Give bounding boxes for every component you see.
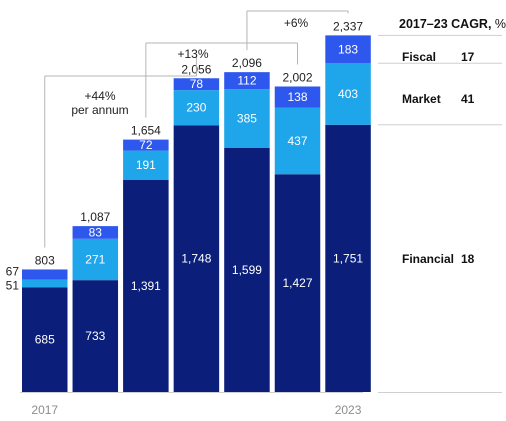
data-label-market-0: 51 xyxy=(6,279,20,293)
bar-fiscal-4 xyxy=(224,72,270,90)
data-label-financial-2: 1,391 xyxy=(131,279,161,293)
data-label-market-3: 230 xyxy=(186,101,206,115)
data-label-market-4: 385 xyxy=(237,112,257,126)
data-label-financial-6: 1,751 xyxy=(333,251,363,265)
data-label-fiscal-4: 112 xyxy=(237,74,256,88)
growth-annotation-0: +44% xyxy=(84,89,115,103)
data-label-fiscal-6: 183 xyxy=(338,42,358,56)
total-label-5: 2,002 xyxy=(282,70,312,84)
x-tick-label-6: 2023 xyxy=(335,403,362,417)
bar-financial-3 xyxy=(173,125,220,393)
data-label-market-5: 437 xyxy=(287,134,307,148)
total-label-1: 1,087 xyxy=(80,210,110,224)
x-tick-label-0: 2017 xyxy=(31,403,58,417)
data-label-market-2: 191 xyxy=(136,158,156,172)
bar-market-6 xyxy=(325,63,371,125)
cagr-value-fiscal: 17 xyxy=(461,50,475,64)
cagr-header-unit: % xyxy=(491,17,506,31)
data-label-fiscal-0: 67 xyxy=(6,265,20,279)
data-label-fiscal-2: 72 xyxy=(139,138,153,152)
data-label-financial-0: 685 xyxy=(35,333,55,347)
growth-annotation-sub-0: per annum xyxy=(71,103,128,117)
bar-fiscal-6 xyxy=(325,35,371,64)
data-label-market-1: 271 xyxy=(85,252,105,266)
bar-fiscal-2 xyxy=(123,139,169,151)
data-label-financial-4: 1,599 xyxy=(232,263,262,277)
data-label-financial-5: 1,427 xyxy=(282,276,312,290)
bar-fiscal-1 xyxy=(72,226,119,239)
bar-financial-6 xyxy=(325,124,371,393)
data-label-fiscal-5: 138 xyxy=(287,90,307,104)
cagr-header: 2017–23 CAGR, % xyxy=(399,17,506,31)
data-label-fiscal-3: 78 xyxy=(190,77,204,91)
bar-fiscal-0 xyxy=(22,269,68,280)
bar-financial-4 xyxy=(224,147,270,392)
bar-market-1 xyxy=(72,238,119,281)
bar-market-3 xyxy=(173,90,220,126)
cagr-value-financial: 18 xyxy=(461,252,475,266)
total-label-0: 803 xyxy=(35,253,55,267)
data-label-financial-3: 1,748 xyxy=(181,252,211,266)
bar-financial-1 xyxy=(72,280,119,392)
bar-fiscal-3 xyxy=(173,78,220,91)
total-label-4: 2,096 xyxy=(232,56,262,70)
growth-annotation-1: +13% xyxy=(177,47,208,61)
data-label-market-6: 403 xyxy=(338,87,358,101)
cagr-name-fiscal: Fiscal xyxy=(402,50,436,64)
cagr-header-title: 2017–23 CAGR, xyxy=(399,17,491,31)
cagr-name-market: Market xyxy=(402,92,441,106)
data-label-financial-1: 733 xyxy=(85,329,105,343)
bar-market-0 xyxy=(22,279,68,288)
growth-annotation-2: +6% xyxy=(284,16,309,30)
bar-market-4 xyxy=(224,89,270,148)
bar-financial-5 xyxy=(274,174,321,392)
total-label-2: 1,654 xyxy=(131,124,161,138)
bar-market-2 xyxy=(123,150,169,180)
bar-financial-2 xyxy=(123,179,169,392)
data-label-fiscal-1: 83 xyxy=(89,225,103,239)
cagr-name-financial: Financial xyxy=(402,252,454,266)
bar-fiscal-5 xyxy=(274,86,321,108)
cagr-value-market: 41 xyxy=(461,92,475,106)
bar-financial-0 xyxy=(22,287,68,392)
total-label-6: 2,337 xyxy=(333,19,363,33)
bar-market-5 xyxy=(274,107,321,175)
